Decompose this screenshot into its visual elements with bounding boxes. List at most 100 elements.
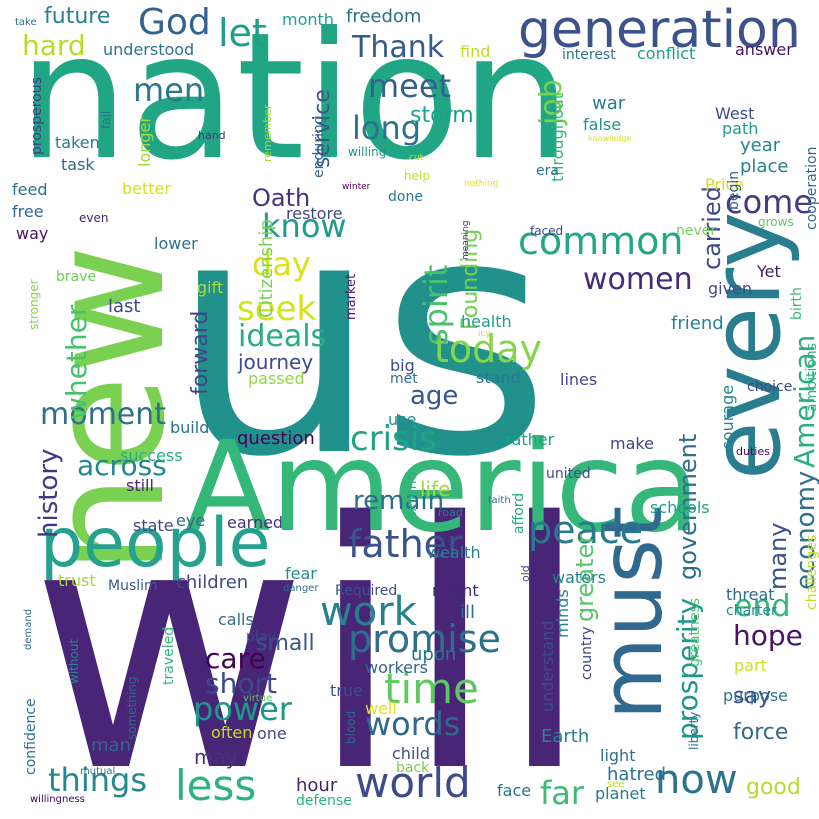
word-moment: moment <box>40 397 167 432</box>
word-across: across <box>77 449 167 482</box>
word-time: time <box>384 664 479 713</box>
word-answer: answer <box>735 40 793 59</box>
word-mutual: mutual <box>80 766 116 777</box>
word-taken: taken <box>55 133 100 152</box>
word-stronger: stronger <box>27 279 41 330</box>
word-build: build <box>170 418 210 437</box>
word-age: age <box>410 381 459 411</box>
word-come: come <box>725 183 814 221</box>
word-feed: feed <box>12 180 48 199</box>
word-era: era <box>536 163 559 179</box>
word-road: road <box>438 506 463 519</box>
word-storm: storm <box>410 103 474 128</box>
word-say: say <box>733 684 771 709</box>
word-never: never <box>676 223 717 239</box>
word-know: know <box>262 207 347 245</box>
word-west: West <box>715 104 755 123</box>
word-ambitions: ambitions <box>804 342 819 412</box>
word-danger: danger <box>283 583 319 594</box>
word-see: see <box>607 779 625 790</box>
word-challenges: challenges <box>804 534 819 610</box>
word-fail: fail <box>99 110 113 129</box>
word-children: children <box>176 572 249 593</box>
word-confidence: confidence <box>23 698 39 775</box>
word-defense: defense <box>296 793 352 809</box>
word-nation: nation <box>18 0 572 199</box>
word-virtue: virtue <box>243 693 273 704</box>
word-required: Required <box>335 583 398 599</box>
word-america: America <box>185 415 701 560</box>
word-help: help <box>404 169 430 183</box>
word-true: true <box>330 681 363 700</box>
word-ideals: ideals <box>238 319 327 354</box>
word-understood: understood <box>103 40 195 59</box>
word-fear: fear <box>285 564 317 583</box>
word-question: question <box>237 428 315 449</box>
word-women: women <box>583 262 693 297</box>
word-hour: hour <box>296 775 338 796</box>
word-end: end <box>734 589 791 624</box>
word-interest: interest <box>562 47 616 63</box>
word-prosperous: prosperous <box>29 77 45 155</box>
word-oath: Oath <box>252 184 311 212</box>
word-face: face <box>497 781 532 800</box>
word-done: done <box>388 189 423 205</box>
word-forward: forward <box>188 310 213 395</box>
word-less: less <box>175 761 257 810</box>
word-hope: hope <box>733 619 803 652</box>
word-friend: friend <box>671 313 724 334</box>
word-spirit: spirit <box>417 264 455 345</box>
word-now: now <box>655 757 738 803</box>
word-part: part <box>734 656 767 675</box>
word-greatness: greatness <box>687 597 703 667</box>
word-people: people <box>40 504 271 583</box>
word-trust: trust <box>58 571 96 590</box>
word-long: long <box>352 109 422 147</box>
word-short: short <box>205 667 277 700</box>
word-take: take <box>15 17 37 28</box>
word-old: old <box>519 565 532 582</box>
word-country: country <box>579 626 595 680</box>
word-common: common <box>518 219 684 263</box>
word-last: last <box>108 296 141 317</box>
word-freedom: freedom <box>346 6 422 27</box>
word-child: child <box>392 744 430 763</box>
word-hatred: hatred <box>607 764 667 785</box>
word-charter: charter <box>726 603 777 619</box>
word-united: united <box>546 466 591 482</box>
word-yet: Yet <box>757 262 781 281</box>
word-use: use <box>388 410 417 429</box>
word-restore: restore <box>286 204 343 223</box>
word-willing: willing <box>348 145 387 159</box>
word-minds: minds <box>553 589 572 638</box>
word-hand: hand <box>198 129 226 142</box>
word-make: make <box>610 434 654 453</box>
word-demand: demand <box>23 608 34 650</box>
word-success: success <box>120 446 183 465</box>
word-longer: longer <box>135 116 154 167</box>
word-nothing: nothing <box>464 179 499 189</box>
word-way: way <box>16 224 49 243</box>
word-words: words <box>365 705 461 743</box>
word-life: life <box>420 477 451 501</box>
word-choice: choice <box>747 379 793 395</box>
word-back: back <box>396 760 430 776</box>
word-promise: promise <box>348 617 501 661</box>
word-threat: threat <box>726 585 775 604</box>
word-state: state <box>133 516 174 535</box>
word-lower: lower <box>154 234 198 253</box>
word-seek: seek <box>237 289 317 329</box>
word-good: good <box>746 775 801 800</box>
word-knowledge: knowledge <box>588 134 632 143</box>
word-begin: begin <box>726 170 742 210</box>
word-peace: peace <box>528 508 644 552</box>
word-workers: workers <box>365 658 428 677</box>
word-citizenship: Citizenship <box>256 219 277 318</box>
word-today: today <box>434 327 543 371</box>
word-cooperation: cooperation <box>804 146 819 230</box>
word-false: false <box>583 115 622 134</box>
word-cut: cut <box>409 153 424 163</box>
word-care: care <box>205 642 266 675</box>
word-upon: upon <box>411 644 457 665</box>
word-passed: passed <box>248 369 305 388</box>
